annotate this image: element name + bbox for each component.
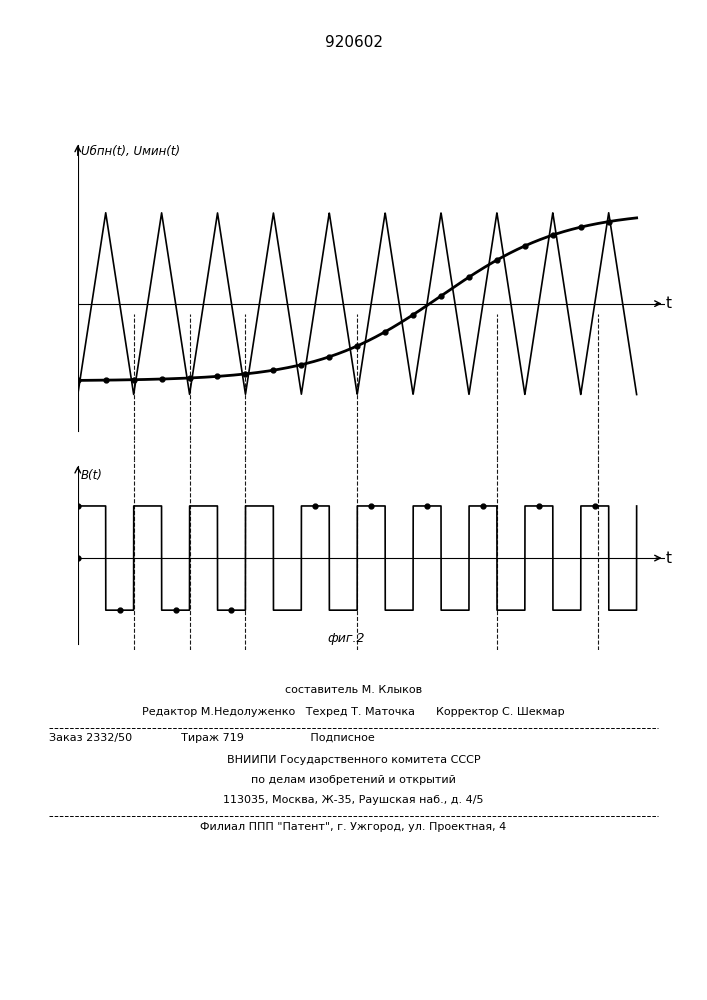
Text: t: t bbox=[666, 551, 672, 566]
Text: Uбпн(t), Uмин(t): Uбпн(t), Uмин(t) bbox=[81, 145, 180, 158]
Text: t: t bbox=[666, 296, 672, 311]
Text: 113035, Москва, Ж-35, Раушская наб., д. 4/5: 113035, Москва, Ж-35, Раушская наб., д. … bbox=[223, 795, 484, 805]
Text: составитель М. Клыков: составитель М. Клыков bbox=[285, 685, 422, 695]
Text: Заказ 2332/50              Тираж 719                   Подписное: Заказ 2332/50 Тираж 719 Подписное bbox=[49, 733, 375, 743]
Text: по делам изобретений и открытий: по делам изобретений и открытий bbox=[251, 775, 456, 785]
Text: ВНИИПИ Государственного комитета СССР: ВНИИПИ Государственного комитета СССР bbox=[227, 755, 480, 765]
Text: 920602: 920602 bbox=[325, 35, 382, 50]
Text: Филиал ППП "Патент", г. Ужгород, ул. Проектная, 4: Филиал ППП "Патент", г. Ужгород, ул. Про… bbox=[200, 822, 507, 832]
Text: B(t): B(t) bbox=[81, 469, 103, 482]
Text: фиг.2: фиг.2 bbox=[327, 632, 365, 645]
Text: Редактор М.Недолуженко   Техред Т. Маточка      Корректор С. Шекмар: Редактор М.Недолуженко Техред Т. Маточка… bbox=[142, 707, 565, 717]
